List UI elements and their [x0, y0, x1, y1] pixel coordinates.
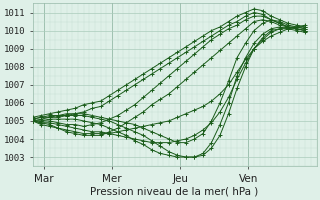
X-axis label: Pression niveau de la mer( hPa ): Pression niveau de la mer( hPa ) [91, 187, 259, 197]
